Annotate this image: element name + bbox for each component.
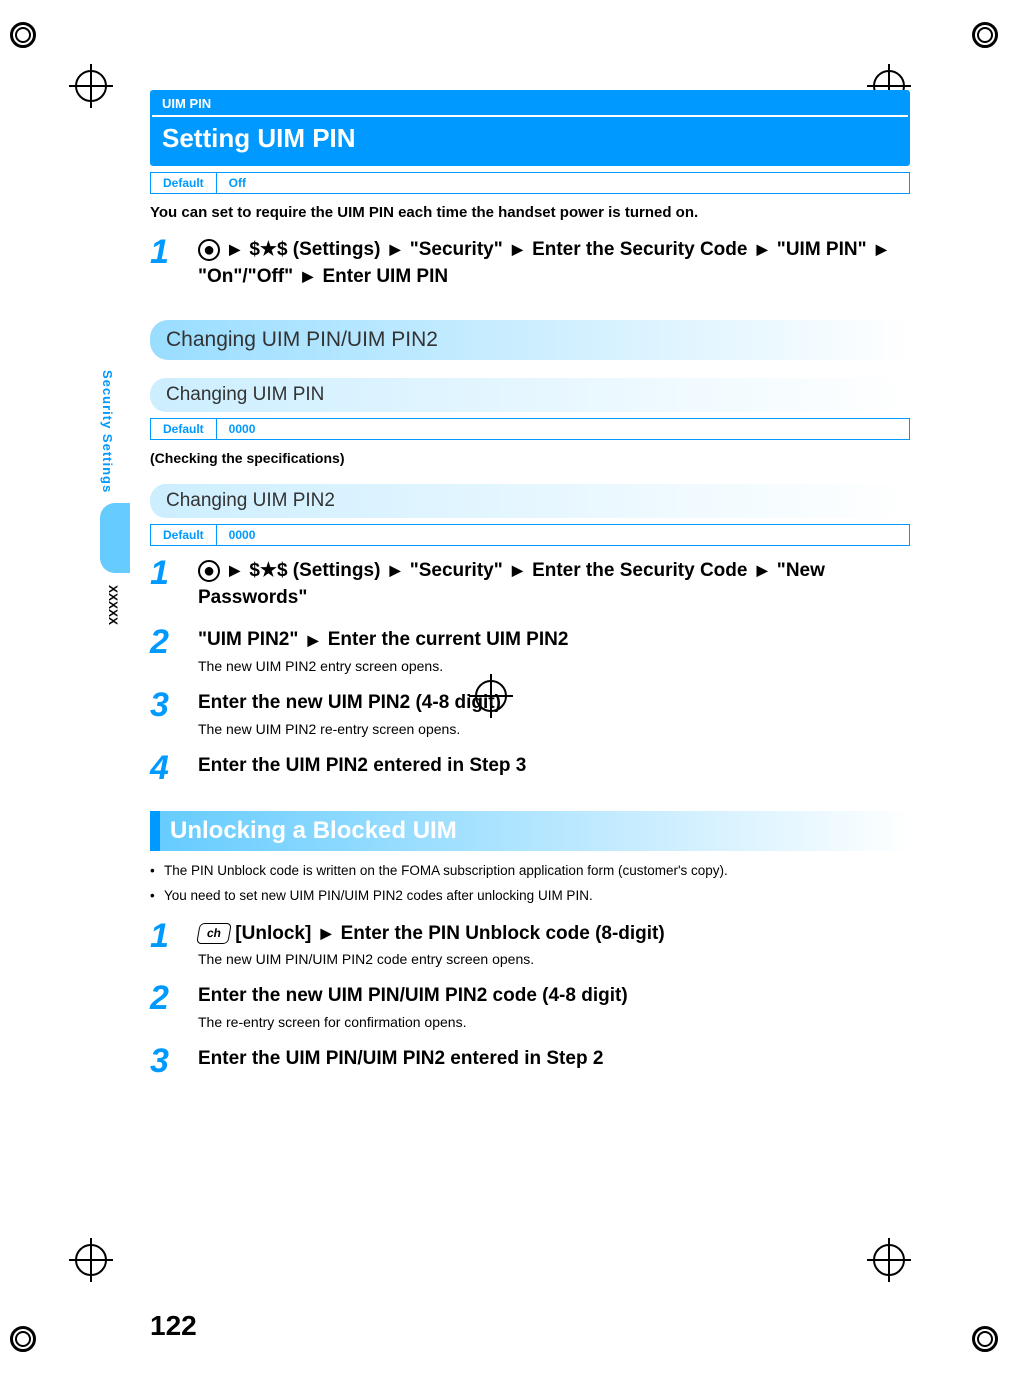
step-3: 3 Enter the new UIM PIN2 (4-8 digit) The… xyxy=(150,688,910,737)
default-setting-bar: Default Off xyxy=(150,172,910,194)
arrow-icon: ▶ xyxy=(512,561,523,581)
spec-note: (Checking the specifications) xyxy=(150,450,910,466)
registration-mark xyxy=(75,70,135,130)
registration-mark xyxy=(75,1244,135,1304)
arrow-icon: ▶ xyxy=(229,561,240,581)
arrow-icon: ▶ xyxy=(757,240,768,260)
crop-mark xyxy=(938,10,998,70)
default-value: 0000 xyxy=(217,419,268,439)
default-label: Default xyxy=(151,173,217,193)
arrow-icon: ▶ xyxy=(757,561,768,581)
step-number: 3 xyxy=(150,1044,198,1078)
default-setting-bar: Default 0000 xyxy=(150,524,910,546)
default-setting-bar: Default 0000 xyxy=(150,418,910,440)
arrow-icon: ▶ xyxy=(390,240,401,260)
step-1: 1 ● ▶ $★$ (Settings) ▶ "Security" ▶ Ente… xyxy=(150,556,910,611)
step-instruction: Enter the UIM PIN/UIM PIN2 entered in St… xyxy=(198,1046,910,1073)
step-2: 2 "UIM PIN2" ▶ Enter the current UIM PIN… xyxy=(150,625,910,674)
arrow-icon: ▶ xyxy=(512,240,523,260)
step-number: 3 xyxy=(150,688,198,737)
arrow-icon: ▶ xyxy=(308,631,319,651)
page-content: UIM PIN Setting UIM PIN Default Off You … xyxy=(150,90,910,1092)
step-4: 4 Enter the UIM PIN2 entered in Step 3 xyxy=(150,751,910,785)
crop-mark xyxy=(10,10,70,70)
arrow-icon: ▶ xyxy=(390,561,401,581)
step-1: 1 ● ▶ $★$ (Settings) ▶ "Security" ▶ Ente… xyxy=(150,235,910,290)
step-number: 4 xyxy=(150,751,198,785)
step-instruction: ● ▶ $★$ (Settings) ▶ "Security" ▶ Enter … xyxy=(198,558,910,611)
default-value: Off xyxy=(217,173,258,193)
step-description: The re-entry screen for confirmation ope… xyxy=(198,1014,910,1030)
step-number: 2 xyxy=(150,981,198,1030)
arrow-icon: ▶ xyxy=(321,924,332,944)
step-number: 2 xyxy=(150,625,198,674)
arrow-icon: ▶ xyxy=(229,240,240,260)
sidebar-tab-label: Security Settings xyxy=(100,370,115,493)
note-item: You need to set new UIM PIN/UIM PIN2 cod… xyxy=(150,888,910,903)
step-number: 1 xyxy=(150,556,198,611)
subsubsection-changing-pin: Changing UIM PIN xyxy=(150,378,910,412)
step-number: 1 xyxy=(150,235,198,290)
arrow-icon: ▶ xyxy=(302,267,313,287)
page-number: 122 xyxy=(150,1310,197,1342)
subsubsection-changing-pin2: Changing UIM PIN2 xyxy=(150,484,910,518)
section-header-uim-pin: UIM PIN Setting UIM PIN xyxy=(150,90,910,166)
step-description: The new UIM PIN2 re-entry screen opens. xyxy=(198,721,910,737)
sidebar-tab-indicator xyxy=(100,503,130,573)
notes-list: The PIN Unblock code is written on the F… xyxy=(150,863,910,903)
sidebar: Security Settings XXXXX xyxy=(100,370,130,625)
sidebar-placeholder: XXXXX xyxy=(106,585,120,625)
step-instruction: "UIM PIN2" ▶ Enter the current UIM PIN2 xyxy=(198,627,910,654)
note-item: The PIN Unblock code is written on the F… xyxy=(150,863,910,878)
step-2: 2 Enter the new UIM PIN/UIM PIN2 code (4… xyxy=(150,981,910,1030)
step-instruction: Enter the UIM PIN2 entered in Step 3 xyxy=(198,753,910,780)
registration-mark xyxy=(873,1244,933,1304)
subsection-changing-pin-pin2: Changing UIM PIN/UIM PIN2 xyxy=(150,320,910,360)
step-instruction: Enter the new UIM PIN2 (4-8 digit) xyxy=(198,690,910,717)
default-value: 0000 xyxy=(217,525,268,545)
crop-mark xyxy=(10,1304,70,1364)
step-number: 1 xyxy=(150,919,198,968)
section-intro: You can set to require the UIM PIN each … xyxy=(150,204,910,221)
default-label: Default xyxy=(151,419,217,439)
step-3: 3 Enter the UIM PIN/UIM PIN2 entered in … xyxy=(150,1044,910,1078)
step-instruction: ● ▶ $★$ (Settings) ▶ "Security" ▶ Enter … xyxy=(198,237,910,290)
step-instruction: Enter the new UIM PIN/UIM PIN2 code (4-8… xyxy=(198,983,910,1010)
step-1: 1 ch [Unlock] ▶ Enter the PIN Unblock co… xyxy=(150,919,910,968)
arrow-icon: ▶ xyxy=(876,240,887,260)
center-key-icon: ● xyxy=(198,560,220,582)
default-label: Default xyxy=(151,525,217,545)
crop-mark xyxy=(938,1304,998,1364)
step-instruction: ch [Unlock] ▶ Enter the PIN Unblock code… xyxy=(198,921,910,948)
center-key-icon: ● xyxy=(198,239,220,261)
step-description: The new UIM PIN/UIM PIN2 code entry scre… xyxy=(198,951,910,967)
section-header-unlock: Unlocking a Blocked UIM xyxy=(150,811,910,851)
ch-key-icon: ch xyxy=(196,923,232,944)
step-description: The new UIM PIN2 entry screen opens. xyxy=(198,658,910,674)
section-title: Setting UIM PIN xyxy=(152,115,908,164)
section-tag: UIM PIN xyxy=(152,92,908,115)
